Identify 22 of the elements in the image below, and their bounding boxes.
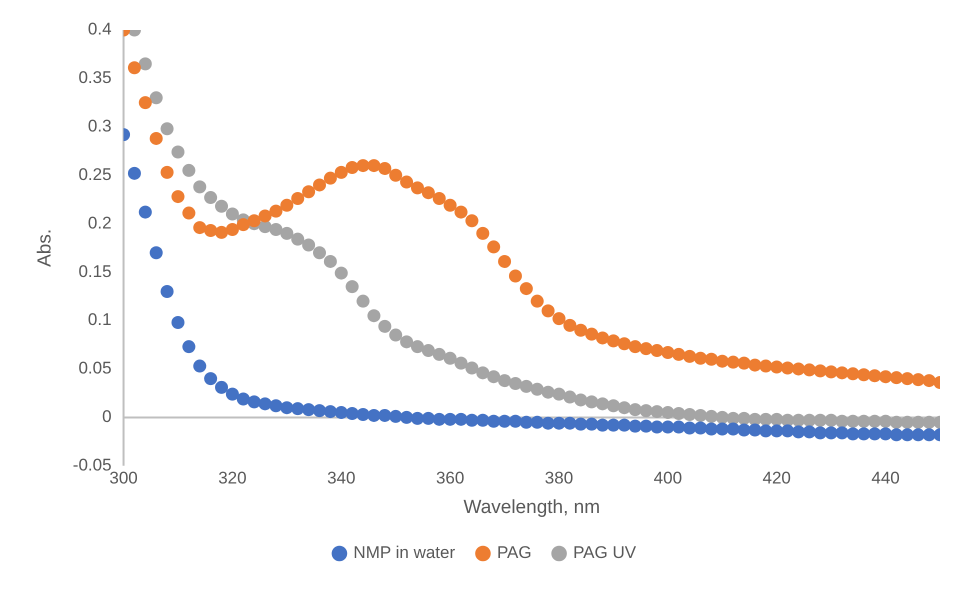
legend-label: NMP in water <box>353 543 456 562</box>
x-tick-label: 320 <box>218 468 247 488</box>
x-tick-label: 440 <box>871 468 900 488</box>
x-axis-title: Wavelength, nm <box>463 496 600 518</box>
y-tick-label: 0.25 <box>78 164 112 184</box>
x-tick-label: 300 <box>109 468 138 488</box>
legend-label: PAG <box>496 543 532 562</box>
y-tick-label: 0.4 <box>88 20 112 39</box>
y-tick-label: 0.2 <box>88 213 112 232</box>
x-tick-label: 420 <box>762 468 791 488</box>
y-tick-label: 0.15 <box>78 262 112 281</box>
legend-label: PAG UV <box>573 543 637 562</box>
y-axis-title: Abs. <box>34 228 56 267</box>
y-tick-label: 0.05 <box>78 358 112 378</box>
x-tick-label: 340 <box>327 468 356 488</box>
y-tick-label: 0 <box>102 407 112 426</box>
y-tick-label: 0.3 <box>88 116 112 136</box>
x-tick-label: 360 <box>436 468 464 488</box>
y-tick-label: 0.1 <box>88 310 112 330</box>
x-tick-label: 400 <box>654 468 682 488</box>
x-tick-label: 380 <box>544 468 574 488</box>
y-tick-label: 0.35 <box>78 68 112 88</box>
